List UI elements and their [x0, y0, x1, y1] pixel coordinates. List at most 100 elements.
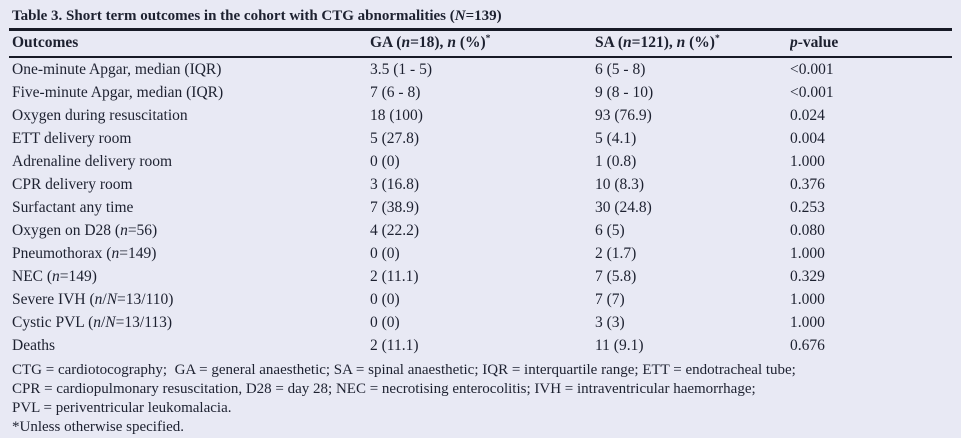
text-segment: Surfactant any time: [12, 199, 134, 216]
text-segment: Cystic PVL (: [12, 314, 94, 331]
table-cell: 5 (27.8): [370, 127, 595, 150]
table-cell: 2 (11.1): [370, 334, 595, 357]
table-cell: <0.001: [790, 58, 951, 81]
text-segment: Table 3. Short term outcomes in the coho…: [12, 8, 455, 24]
title-rule: [9, 28, 952, 31]
text-segment: 0 (0): [370, 314, 400, 331]
text-segment: CPR delivery room: [12, 176, 133, 193]
text-segment: =139): [465, 8, 502, 24]
table-cell: 6 (5 - 8): [595, 58, 790, 81]
text-segment: 0.329: [790, 268, 825, 285]
column-header: p-value: [790, 31, 951, 56]
text-segment: Outcomes: [12, 34, 79, 51]
text-segment: 3.5 (1 - 5): [370, 61, 432, 78]
text-segment: *: [485, 32, 491, 44]
table-row: Severe IVH (n/N=13/110) 0 (0) 7 (7) 1.000: [0, 288, 961, 311]
text-segment: 3 (16.8): [370, 176, 420, 193]
text-segment: Adrenaline delivery room: [12, 153, 173, 170]
text-segment: /: [102, 291, 107, 308]
text-segment: 3 (3): [595, 314, 625, 331]
text-segment: n: [401, 34, 411, 51]
table-cell: 4 (22.2): [370, 219, 595, 242]
table-cell: CPR delivery room: [12, 173, 370, 196]
text-segment: Deaths: [12, 337, 56, 354]
text-segment: Oxygen during resuscitation: [12, 107, 188, 124]
text-segment: 1.000: [790, 153, 825, 170]
table-cell: 9 (8 - 10): [595, 81, 790, 104]
table-cell: 2 (1.7): [595, 242, 790, 265]
table-cell: 1.000: [790, 311, 951, 334]
text-segment: 7 (7): [595, 291, 625, 308]
table-cell: Cystic PVL (n/N=13/113): [12, 311, 370, 334]
table-cell: 3 (16.8): [370, 173, 595, 196]
table-cell: 30 (24.8): [595, 196, 790, 219]
text-segment: 0 (0): [370, 245, 400, 262]
footnote-line: CPR = cardiopulmonary resuscitation, D28…: [12, 381, 756, 397]
text-segment: 0 (0): [370, 291, 400, 308]
text-segment: 30 (24.8): [595, 199, 652, 216]
table-cell: Five-minute Apgar, median (IQR): [12, 81, 370, 104]
text-segment: N: [105, 314, 116, 331]
text-segment: N: [454, 8, 466, 24]
table-cell: 0 (0): [370, 150, 595, 173]
table-cell: Surfactant any time: [12, 196, 370, 219]
column-header: Outcomes: [12, 31, 370, 56]
text-segment: 0.253: [790, 199, 825, 216]
text-segment: 2 (11.1): [370, 337, 419, 354]
table-cell: 3.5 (1 - 5): [370, 58, 595, 81]
text-segment: 1.000: [790, 314, 825, 331]
table-footnotes: CTG = cardiotocography; GA = general ana…: [0, 357, 961, 437]
text-segment: n: [111, 245, 120, 262]
table-row: Deaths 2 (11.1) 11 (9.1) 0.676: [0, 334, 961, 357]
footnote-line: CTG = cardiotocography; GA = general ana…: [12, 362, 796, 378]
table-cell: NEC (n=149): [12, 265, 370, 288]
text-segment: <0.001: [790, 84, 834, 101]
table-cell: 0 (0): [370, 288, 595, 311]
table-row: Surfactant any time 7 (38.9) 30 (24.8) 0.25…: [0, 196, 961, 219]
table-row: Oxygen on D28 (n=56) 4 (22.2) 6 (5) 0.080: [0, 219, 961, 242]
table-cell: One-minute Apgar, median (IQR): [12, 58, 370, 81]
text-segment: 6 (5 - 8): [595, 61, 646, 78]
table-cell: 93 (76.9): [595, 104, 790, 127]
header-rule: [9, 56, 952, 58]
table-cell: 0.024: [790, 104, 951, 127]
text-segment: SA (: [595, 34, 623, 51]
table-cell: 3 (3): [595, 311, 790, 334]
text-segment: 1 (0.8): [595, 153, 637, 170]
table-cell: 0.004: [790, 127, 951, 150]
footnote-line: *Unless otherwise specified.: [12, 419, 185, 435]
text-segment: 0.004: [790, 130, 825, 147]
text-segment: GA (: [370, 34, 402, 51]
table-cell: 2 (11.1): [370, 265, 595, 288]
text-segment: 1.000: [790, 245, 825, 262]
table-cell: 7 (38.9): [370, 196, 595, 219]
table-cell: 7 (5.8): [595, 265, 790, 288]
table-cell: 0.080: [790, 219, 951, 242]
text-segment: n: [676, 34, 686, 51]
text-segment: -value: [797, 34, 839, 51]
table-cell: 7 (6 - 8): [370, 81, 595, 104]
text-segment: 7 (38.9): [370, 199, 420, 216]
text-segment: 9 (8 - 10): [595, 84, 654, 101]
table-cell: 0 (0): [370, 311, 595, 334]
footnote-line: PVL = periventricular leukomalacia.: [12, 400, 232, 416]
text-segment: n: [93, 314, 101, 331]
text-segment: ETT delivery room: [12, 130, 132, 147]
text-segment: N: [106, 291, 118, 308]
table-cell: Adrenaline delivery room: [12, 150, 370, 173]
text-segment: *: [714, 32, 720, 44]
text-segment: =149): [119, 245, 157, 262]
table-cell: <0.001: [790, 81, 951, 104]
text-segment: 5 (27.8): [370, 130, 420, 147]
table-cell: ETT delivery room: [12, 127, 370, 150]
text-segment: NEC (: [12, 268, 53, 285]
text-segment: n: [120, 222, 128, 239]
table-cell: Pneumothorax (n=149): [12, 242, 370, 265]
text-segment: =13/113): [115, 314, 173, 331]
text-segment: 1.000: [790, 291, 825, 308]
text-segment: <0.001: [790, 61, 834, 78]
text-segment: (%): [455, 34, 486, 51]
text-segment: 0.024: [790, 107, 825, 124]
text-segment: 2 (11.1): [370, 268, 419, 285]
table-body: One-minute Apgar, median (IQR) 3.5 (1 - 5…: [0, 58, 961, 357]
